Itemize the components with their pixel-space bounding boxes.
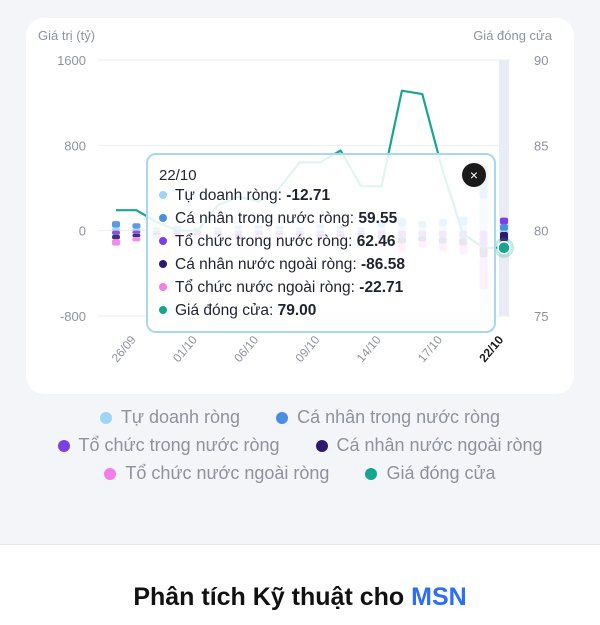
legend-dot (57, 439, 70, 452)
tooltip-row: Giá đóng cửa: 79.00 (159, 302, 316, 320)
x-date-label: 17/10 (415, 333, 445, 365)
bar-segment (112, 234, 120, 240)
legend-item-tu-doanh[interactable]: Tự doanh ròng (99, 407, 241, 428)
bar-segment (132, 228, 141, 231)
legend-dot (99, 411, 112, 424)
tooltip-value: 62.46 (356, 233, 396, 250)
y-right-tick-label: 90 (534, 53, 548, 68)
legend-row-3: Tổ chức nước ngoài ròng Giá đóng cửa (0, 463, 600, 484)
bar-segment (500, 232, 508, 242)
tooltip-dot (159, 236, 167, 245)
tooltip-value: 79.00 (277, 302, 317, 319)
bar-segment (112, 221, 120, 228)
right-axis-title: Giá đóng cửa (473, 28, 552, 43)
legend-dot (276, 411, 289, 424)
tooltip-label: Cá nhân nước ngoài ròng: (175, 256, 357, 273)
tooltip-label: Giá đóng cửa: (175, 302, 274, 319)
legend-row-1: Tự doanh ròng Cá nhân trong nước ròng (0, 407, 600, 428)
tooltip-date: 22/10 (159, 167, 197, 184)
legend-item-ca-nhan-nuoc-ngoai[interactable]: Cá nhân nước ngoài ròng (315, 435, 543, 456)
legend-row-2: Tổ chức trong nước ròng Cá nhân nước ngo… (0, 435, 600, 456)
legend-label: Tổ chức nước ngoài ròng (125, 463, 330, 483)
tooltip-row: Tự doanh ròng: -12.71 (159, 187, 330, 205)
price-point (497, 240, 511, 255)
legend-item-to-chuc-nuoc-ngoai[interactable]: Tổ chức nước ngoài ròng (104, 463, 329, 484)
bar-segment (112, 239, 120, 246)
tooltip-dot (159, 190, 167, 199)
legend-dot (365, 467, 378, 480)
x-date-label: 06/10 (231, 333, 261, 365)
tooltip-row: Cá nhân nước ngoài ròng: -86.58 (159, 256, 405, 274)
bar-segment (112, 227, 120, 231)
x-date-label: 09/10 (292, 333, 322, 365)
tooltip-value: -12.71 (286, 187, 331, 204)
legend-dot (104, 467, 117, 480)
bar-segment (500, 230, 508, 233)
legend-dot (315, 439, 328, 452)
tooltip-label: Tự doanh ròng: (175, 187, 282, 204)
tooltip-row: Cá nhân trong nước ròng: 59.55 (159, 210, 397, 228)
legend-item-gia-dong-cua[interactable]: Giá đóng cửa (365, 463, 496, 484)
left-axis-title: Giá trị (tỷ) (38, 28, 96, 43)
chart-tooltip: 22/10 Tự doanh ròng: -12.71 Cá nhân trong… (146, 153, 496, 333)
selected-session-band (499, 60, 509, 316)
bar-segment (132, 230, 141, 234)
y-right-tick-label: 75 (534, 309, 548, 324)
y-left-tick-label: 1600 (57, 53, 86, 68)
legend-label: Tổ chức trong nước ròng (78, 435, 280, 455)
tooltip-value: -22.71 (359, 279, 404, 296)
legend-label: Cá nhân nước ngoài ròng (336, 435, 543, 455)
tooltip-row: Tổ chức trong nước ròng: 62.46 (159, 233, 396, 251)
technical-analysis-title: Phân tích Kỹ thuật cho MSN (0, 583, 600, 612)
legend-item-ca-nhan-trong-nuoc[interactable]: Cá nhân trong nước ròng (276, 407, 500, 428)
tooltip-dot (159, 305, 167, 314)
bar-segment (112, 230, 120, 235)
legend-label: Cá nhân trong nước ròng (297, 407, 501, 427)
x-date-label: 14/10 (354, 333, 384, 365)
tooltip-close-button[interactable]: × (462, 163, 486, 187)
tooltip-label: Tổ chức trong nước ròng: (175, 233, 353, 250)
x-date-label: 26/09 (109, 333, 139, 365)
tooltip-dot (159, 282, 167, 291)
tooltip-label: Tổ chức nước ngoài ròng: (175, 279, 355, 296)
legend-label: Giá đóng cửa (386, 463, 496, 483)
y-right-tick-label: 80 (534, 224, 548, 239)
x-date-label: 01/10 (170, 333, 200, 365)
tooltip-dot (159, 213, 167, 222)
tooltip-value: 59.55 (358, 210, 398, 227)
legend-label: Tự doanh ròng (120, 407, 241, 427)
legend-item-to-chuc-trong-nuoc[interactable]: Tổ chức trong nước ròng (57, 435, 280, 456)
bar-segment (132, 233, 141, 238)
tooltip-label: Cá nhân trong nước ròng: (175, 210, 355, 227)
tooltip-dot (159, 259, 167, 268)
bar-segment (500, 224, 508, 231)
technical-analysis-card: Phân tích Kỹ thuật cho MSN (0, 544, 600, 625)
bar-segment (132, 237, 141, 242)
y-left-tick-label: -800 (60, 309, 86, 324)
tooltip-row: Tổ chức nước ngoài ròng: -22.71 (159, 279, 403, 297)
bar-segment (132, 223, 141, 229)
tooltip-value: -86.58 (361, 256, 405, 273)
y-right-tick-label: 85 (534, 138, 548, 153)
x-date-label: 22/10 (476, 333, 506, 365)
y-left-tick-label: 800 (64, 138, 86, 153)
y-left-tick-label: 0 (79, 224, 86, 239)
bar-segment (500, 217, 508, 225)
analysis-title-prefix: Phân tích Kỹ thuật cho (133, 583, 405, 611)
analysis-ticker[interactable]: MSN (411, 583, 467, 611)
